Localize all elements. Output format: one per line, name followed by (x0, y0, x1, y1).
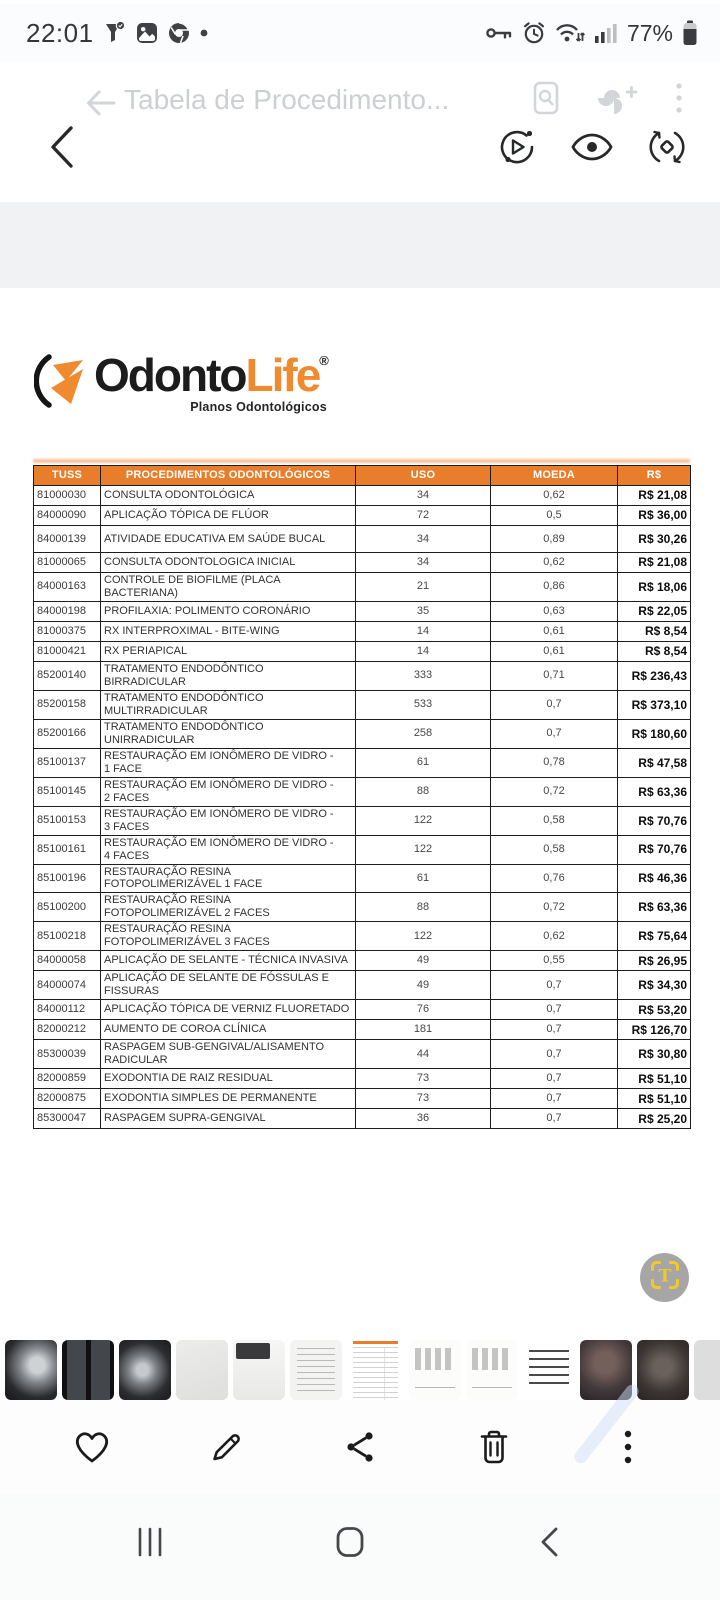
column-header: TUSS (33, 465, 101, 486)
action-bar (0, 1400, 720, 1494)
table-row: 84000112 APLICAÇÃO TÓPICA DE VERNIZ FLUOR… (33, 999, 691, 1021)
table-row: 85200166 TRATAMENTO ENDODÔNTICO UNIRRADIC… (33, 718, 691, 749)
thumbnail[interactable] (290, 1340, 342, 1400)
table-row: 84000163 CONTROLE DE BIOFILME (PLACA BACT… (33, 572, 691, 602)
table-row: 84000090 APLICAÇÃO TÓPICA DE FLÚOR 72 0,5 R$… (33, 505, 691, 526)
clock-text: 22:01 (26, 17, 94, 48)
table-row: 85100218 RESTAURAÇÃO RESINA FOTOPOLIMERIZ… (33, 921, 691, 952)
logo-subtitle: Planos Odontológicos (190, 400, 327, 414)
table-row: 85300039 RASPAGEM SUB-GENGIVAL/ALISAMENTO… (33, 1039, 691, 1070)
photos-add-icon (598, 80, 638, 121)
table-row: 84000139 ATIVIDADE EDUCATIVA EM SAÚDE BUC… (33, 525, 691, 553)
column-header: MOEDA (490, 465, 618, 486)
table-row: 81000421 RX PERIAPICAL 14 0,61 R$ 8,54 (33, 640, 691, 662)
share-button[interactable] (338, 1425, 382, 1469)
table-row: 85100196 RESTAURAÇÃO RESINA FOTOPOLIMERIZ… (33, 863, 691, 894)
table-row: 82000859 EXODONTIA DE RAIZ RESIDUAL 73 0,7 R… (33, 1068, 691, 1090)
thumbnail[interactable] (694, 1340, 720, 1400)
document-scan-icon (530, 80, 562, 121)
table-row: 81000030 CONSULTA ODONTOLÓGICA 34 0,62 R$ 21… (33, 485, 691, 506)
column-header: PROCEDIMENTOS ODONTOLÓGICOS (100, 465, 356, 486)
table-row: 85100153 RESTAURAÇÃO EM IONÔMERO DE VIDRO… (33, 805, 691, 836)
status-bar: 22:01 (0, 4, 720, 62)
table-row: 82000875 EXODONTIA SIMPLES DE PERMANENTE 7… (33, 1088, 691, 1110)
table-row: 81000065 CONSULTA ODONTOLOGICA INICIAL 34 0… (33, 552, 691, 573)
battery-icon (682, 20, 698, 46)
table-row: 85100137 RESTAURAÇÃO EM IONÔMERO DE VIDRO… (33, 747, 691, 778)
thumbnail[interactable] (119, 1340, 171, 1400)
thumbnail[interactable] (523, 1340, 575, 1400)
motion-photo-button[interactable] (496, 126, 538, 173)
rotate-button[interactable] (646, 126, 688, 173)
thumbnail[interactable] (409, 1340, 461, 1400)
notification-dot-icon (200, 29, 208, 37)
table-row: 81000375 RX INTERPROXIMAL - BITE-WING 14 0,… (33, 620, 691, 642)
notification-badge-icon (104, 21, 126, 45)
viewer-toolbar (0, 118, 720, 176)
eye-button[interactable] (570, 130, 614, 169)
alarm-icon (522, 21, 546, 45)
wifi-icon (555, 21, 585, 45)
column-header: USO (355, 465, 491, 486)
ghost-back-arrow-icon (84, 86, 118, 125)
photo-document[interactable]: OdontoLife® Planos Odontológicos TUSS PRO… (0, 288, 720, 1205)
back-chevron-button[interactable] (46, 124, 78, 175)
thumbnail[interactable] (637, 1340, 689, 1400)
thumbnail[interactable] (176, 1340, 228, 1400)
battery-percent-text: 77% (626, 19, 673, 46)
chrome-icon (168, 22, 190, 44)
key-icon (485, 23, 513, 43)
table-header-row: TUSS PROCEDIMENTOS ODONTOLÓGICOS USO MOEDA R… (33, 465, 691, 486)
thumbnail[interactable] (466, 1340, 518, 1400)
table-row: 84000074 APLICAÇÃO DE SELANTE DE FÓSSULAS… (33, 970, 691, 1001)
home-button[interactable] (320, 1512, 380, 1572)
text-scan-button[interactable]: T (640, 1253, 689, 1302)
text-scan-icon: T (649, 1259, 681, 1296)
logo-wordmark: OdontoLife® (94, 349, 329, 401)
odontolife-logo-mark-icon (33, 352, 88, 415)
signal-icon (594, 22, 618, 44)
letterbox-band (0, 202, 720, 288)
ghost-title: Tabela de Procedimento... (124, 84, 450, 115)
table-row: 85200140 TRATAMENTO ENDODÔNTICO BIRRADICU… (33, 660, 691, 691)
back-button[interactable] (520, 1512, 580, 1572)
favorite-button[interactable] (70, 1425, 114, 1469)
ghost-app-bar: Tabela de Procedimento... (0, 76, 720, 130)
table-row: 85200158 TRATAMENTO ENDODÔNTICO MULTIRRAD… (33, 689, 691, 720)
procedures-table-body: 81000030 CONSULTA ODONTOLÓGICA 34 0,62 R$ 21… (33, 485, 691, 1130)
edit-button[interactable] (204, 1425, 248, 1469)
column-header: R$ (617, 465, 691, 486)
table-row: 85100200 RESTAURAÇÃO RESINA FOTOPOLIMERIZ… (33, 892, 691, 923)
thumbnail[interactable] (5, 1340, 57, 1400)
table-row: 85300047 RASPAGEM SUPRA-GENGIVAL 36 0,7 R$ 2… (33, 1108, 691, 1130)
table-row: 82000212 AUMENTO DE COROA CLÍNICA 181 0,7 R$… (33, 1019, 691, 1041)
gallery-icon (136, 22, 158, 44)
delete-button[interactable] (472, 1425, 516, 1469)
recents-button[interactable] (120, 1512, 180, 1572)
more-button[interactable] (606, 1425, 650, 1469)
thumbnail[interactable] (233, 1340, 285, 1400)
table-row: 85100161 RESTAURAÇÃO EM IONÔMERO DE VIDRO… (33, 834, 691, 865)
svg-text:T: T (658, 1267, 671, 1287)
scan-artifact (33, 459, 690, 463)
table-row: 85100145 RESTAURAÇÃO EM IONÔMERO DE VIDRO… (33, 776, 691, 807)
thumbnail[interactable] (62, 1340, 114, 1400)
table-row: 84000058 APLICAÇÃO DE SELANTE - TÉCNICA I… (33, 950, 691, 972)
navigation-bar (0, 1494, 720, 1600)
ghost-more-icon (674, 81, 684, 120)
table-row: 84000198 PROFILAXIA: POLIMENTO CORONÁRIO 3… (33, 600, 691, 622)
odontolife-logo: OdontoLife® Planos Odontológicos (33, 349, 329, 415)
thumbnail-selected[interactable] (347, 1340, 404, 1409)
procedures-table: TUSS PROCEDIMENTOS ODONTOLÓGICOS USO MOEDA R… (33, 465, 691, 1130)
